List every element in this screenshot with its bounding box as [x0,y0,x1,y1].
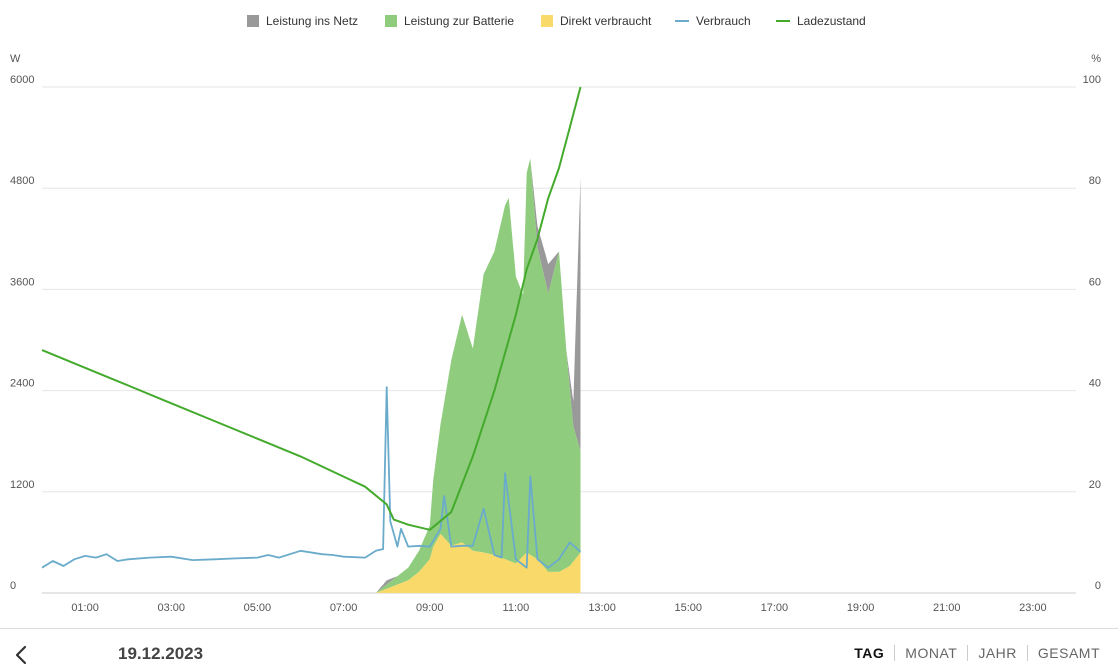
x-tick-label: 21:00 [933,602,961,614]
tab-separator [1026,645,1028,661]
legend-label-battery: Leistung zur Batterie [404,14,515,28]
y-left-tick-label: 1200 [10,479,34,491]
y-right-tick-label: 60 [1089,276,1101,288]
legend-item-grid-to-net[interactable]: Leistung ins Netz [247,14,358,28]
legend-item-consumption[interactable]: Verbrauch [675,14,751,28]
legend-swatch-grid [247,15,259,27]
legend-item-soc[interactable]: Ladezustand [776,14,866,28]
y-left-tick-label: 3600 [10,276,34,288]
legend-swatch-direct [541,15,553,27]
tab-year[interactable]: JAHR [978,645,1017,661]
date-label[interactable]: 19.12.2023 [118,644,204,663]
range-tabs: TAG MONAT JAHR GESAMT [844,645,1110,661]
x-tick-label: 11:00 [503,602,530,614]
line-consumption [41,386,582,569]
legend-swatch-consumption [675,20,689,22]
x-tick-label: 19:00 [847,602,875,614]
legend-label-direct: Direkt verbraucht [560,14,652,28]
y-right-tick-label: 0 [1095,580,1101,592]
y-right-tick-label: 100 [1083,74,1101,86]
x-tick-label: 05:00 [244,602,272,614]
y-left-unit-label: W [10,53,21,65]
y-right-tick-label: 40 [1089,378,1101,390]
footer-bar: 19.12.2023 TAG MONAT JAHR GESAMT [0,628,1118,671]
y-left-tick-label: 4800 [10,175,34,187]
back-button[interactable] [10,643,32,667]
y-right-unit-label: % [1091,53,1101,65]
x-tick-label: 13:00 [588,602,616,614]
y-left-tick-label: 0 [10,580,16,592]
legend-swatch-soc [776,20,790,22]
tab-separator [894,645,896,661]
y-left-tick-label: 2400 [10,378,34,390]
tab-month[interactable]: MONAT [905,645,958,661]
chevron-left-icon [15,645,27,665]
x-tick-label: 09:00 [416,602,444,614]
y-right-tick-label: 20 [1089,479,1101,491]
line-layer [41,86,582,569]
tab-total[interactable]: GESAMT [1037,645,1100,661]
y-left-tick-label: 6000 [10,74,34,86]
legend-label-grid: Leistung ins Netz [266,14,359,28]
y-right-tick-label: 80 [1089,175,1101,187]
tab-day[interactable]: TAG [854,645,885,661]
legend-label-consumption: Verbrauch [696,14,751,28]
area-direct-use [375,534,581,593]
line-state-of-charge [41,86,582,531]
legend-swatch-battery [385,15,397,27]
x-tick-label: 01:00 [71,602,99,614]
chart-legend: Leistung ins Netz Leistung zur Batterie … [0,14,1118,34]
x-tick-label: 15:00 [674,602,702,614]
axis-layer: 0 0 1200 20 2400 40 3600 60 4800 80 6000 100 W % 01:00… [10,53,1101,614]
legend-label-soc: Ladezustand [797,14,866,28]
legend-item-to-battery[interactable]: Leistung zur Batterie [385,14,514,28]
x-tick-label: 03:00 [157,602,185,614]
tab-separator [967,645,969,661]
x-tick-label: 23:00 [1019,602,1047,614]
legend-item-direct-use[interactable]: Direkt verbraucht [541,14,651,28]
x-tick-label: 07:00 [330,602,358,614]
energy-chart: 0 0 1200 20 2400 40 3600 60 4800 80 6000 100 W % 01:00… [10,53,1101,614]
x-tick-label: 17:00 [761,602,789,614]
